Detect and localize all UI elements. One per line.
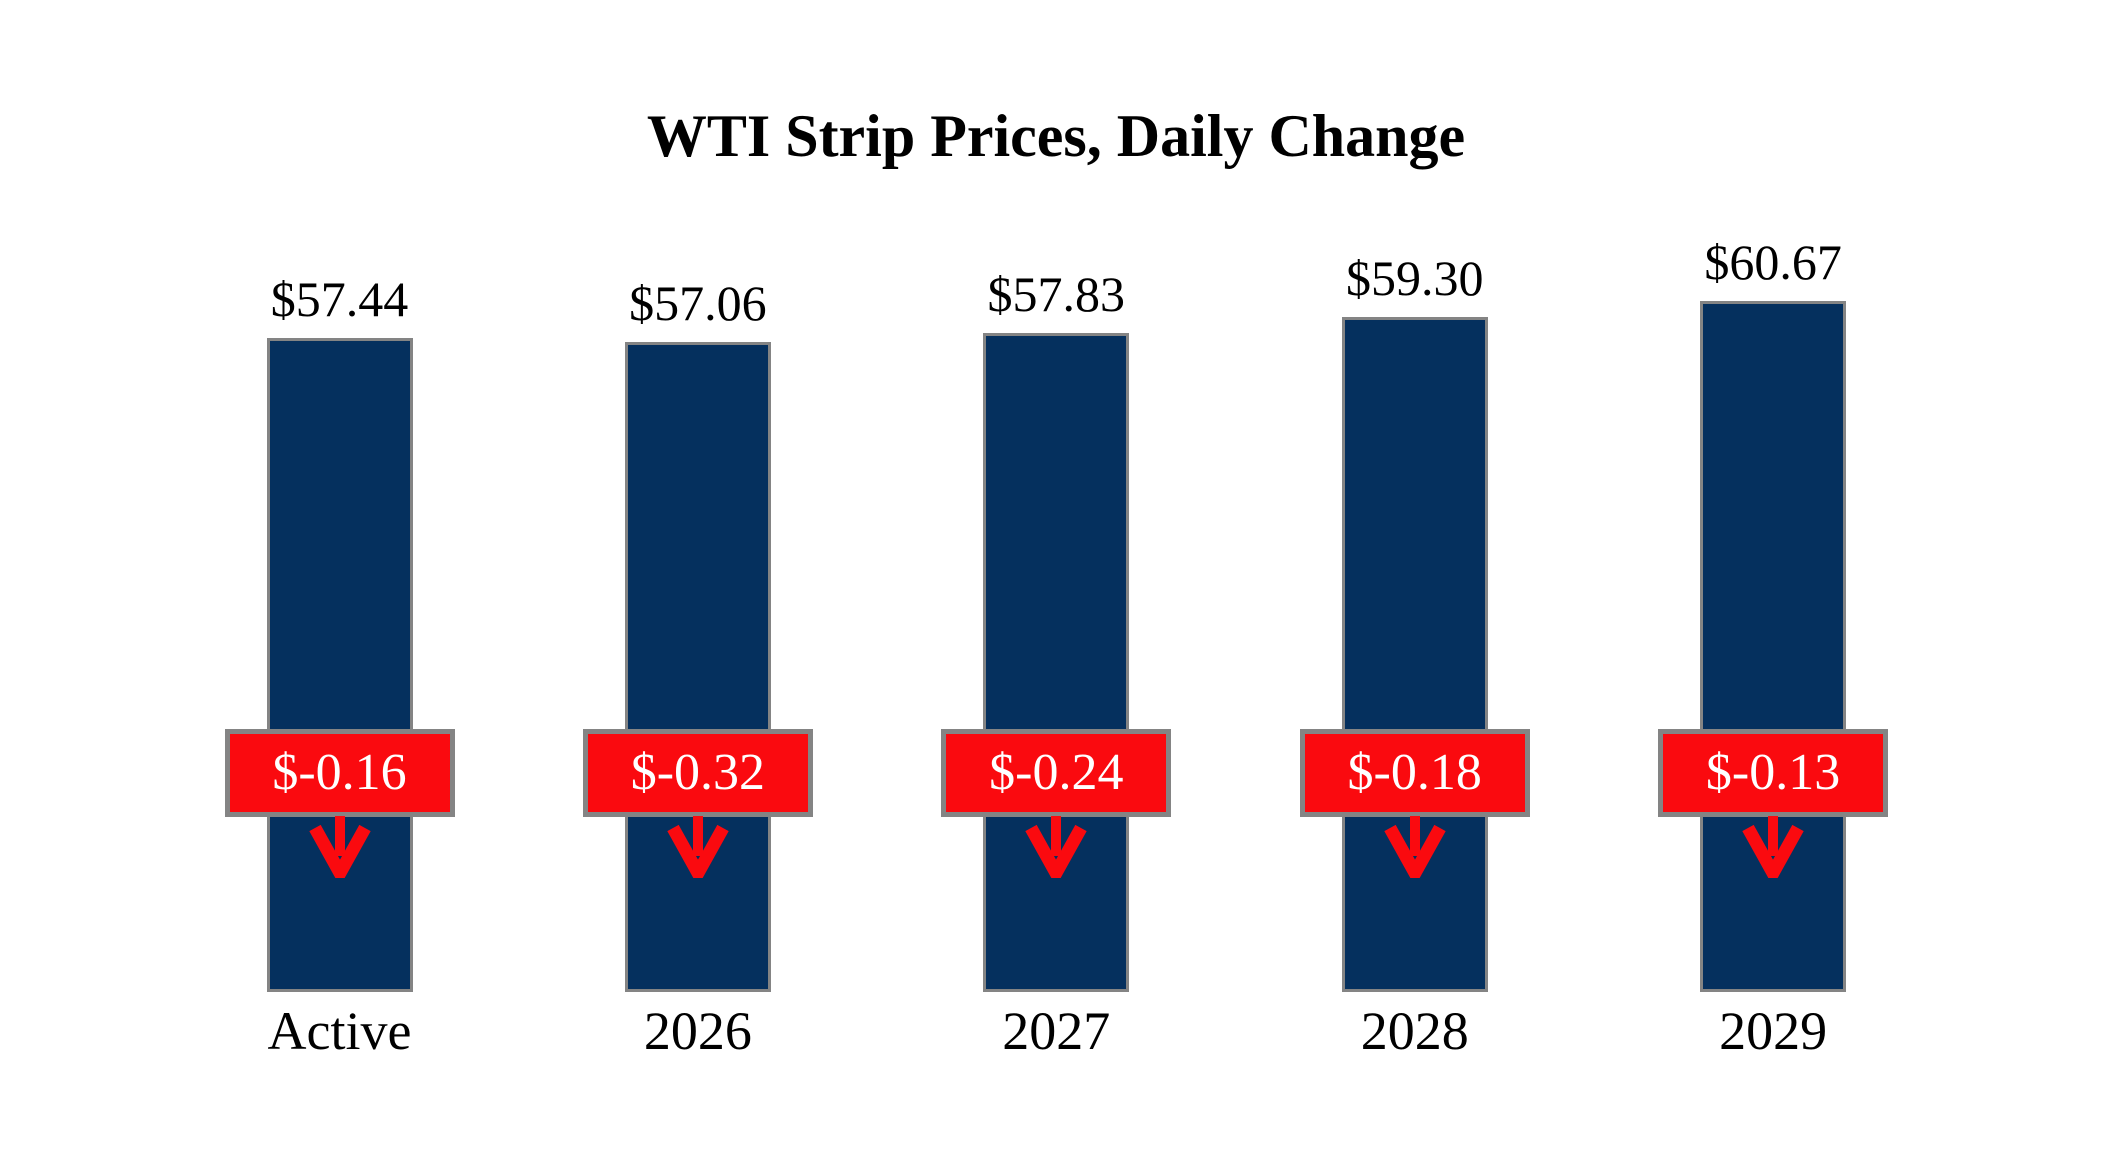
change-badge: $-0.16 [224,729,455,817]
change-label: $-0.18 [1347,744,1482,801]
category-label: 2026 [643,1001,752,1061]
bar [1700,301,1847,992]
change-badge: $-0.18 [1299,729,1530,817]
value-label: $59.30 [1345,250,1484,306]
change-label: $-0.32 [630,744,766,801]
value-label: $60.67 [1704,234,1842,290]
bar [1341,317,1488,992]
chart-title: WTI Strip Prices, Daily Change [646,103,1466,169]
value-label: $57.44 [270,271,409,327]
bar [983,333,1130,992]
bar-column: $57.83 $-0.24 2027 [941,0,1172,1152]
category-label: 2027 [1002,1001,1111,1061]
bar [624,342,771,992]
change-label: $-0.13 [1705,744,1841,801]
change-label: $-0.16 [272,744,407,801]
category-label: 2029 [1719,1001,1828,1061]
bar [266,338,413,992]
bar-column: $59.30 $-0.18 2028 [1299,0,1530,1152]
down-arrow-icon [308,816,371,878]
value-label: $57.83 [987,266,1126,322]
change-label: $-0.24 [989,744,1124,801]
category-label: 2028 [1360,1001,1469,1061]
bar-column: $60.67 $-0.13 2029 [1658,0,1889,1152]
bar-column: $57.44 $-0.16 Active [224,0,455,1152]
change-badge: $-0.24 [941,729,1172,817]
down-arrow-icon [667,816,729,878]
change-badge: $-0.13 [1658,729,1889,817]
down-arrow-icon [1384,816,1446,878]
category-label: Active [267,1001,412,1061]
change-badge: $-0.32 [582,729,813,817]
down-arrow-icon [1742,816,1804,878]
down-arrow-icon [1025,816,1087,878]
value-label: $57.06 [629,275,767,331]
bar-column: $57.06 $-0.32 2026 [582,0,813,1152]
